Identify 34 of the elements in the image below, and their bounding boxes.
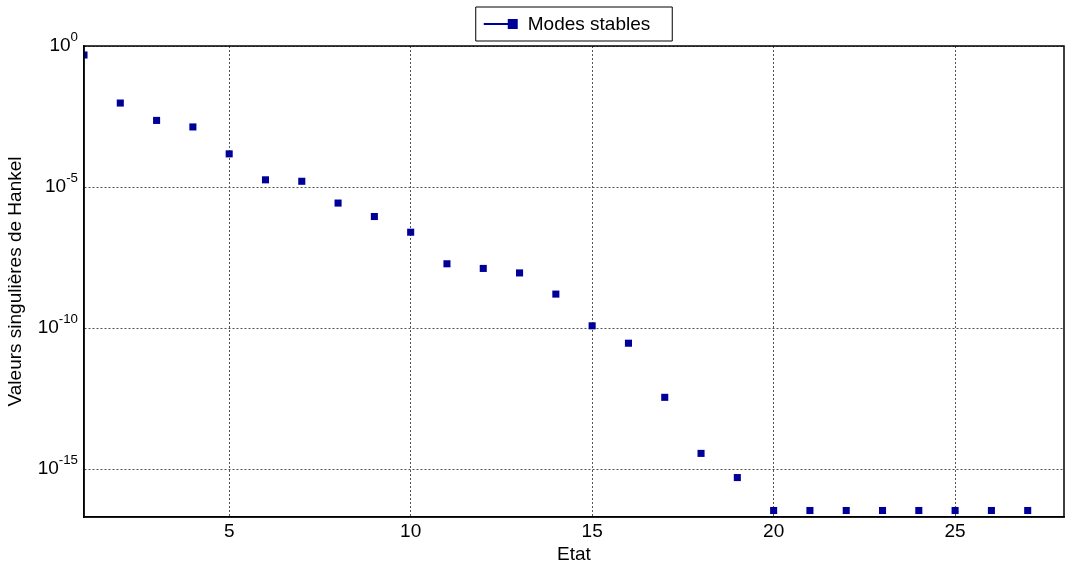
point bbox=[733, 474, 741, 482]
point bbox=[624, 339, 632, 347]
x-tick-label: 15 bbox=[581, 519, 603, 541]
point bbox=[334, 199, 342, 207]
point bbox=[770, 506, 778, 515]
x-tick-label: 25 bbox=[944, 519, 966, 541]
x-tick-label: 20 bbox=[763, 519, 785, 541]
point bbox=[153, 116, 161, 124]
point bbox=[189, 123, 197, 131]
point bbox=[806, 506, 814, 515]
point bbox=[370, 212, 378, 221]
point bbox=[987, 506, 995, 515]
point bbox=[697, 449, 705, 457]
point bbox=[552, 290, 560, 298]
x-axis-title: Etat bbox=[557, 542, 592, 564]
point bbox=[661, 393, 669, 401]
y-axis-title: Valeurs singulières de Hankel bbox=[3, 156, 25, 407]
point bbox=[951, 506, 959, 515]
legend-label: Modes stables bbox=[527, 13, 651, 35]
point bbox=[298, 177, 306, 185]
point bbox=[225, 150, 233, 158]
x-tick-label: 10 bbox=[400, 519, 422, 541]
point bbox=[842, 506, 850, 515]
point bbox=[479, 264, 487, 272]
point bbox=[878, 506, 887, 515]
x-tick-label: 5 bbox=[223, 519, 235, 541]
point bbox=[261, 176, 270, 184]
point bbox=[588, 322, 596, 330]
point bbox=[1024, 506, 1032, 515]
point bbox=[407, 228, 415, 236]
point bbox=[915, 506, 923, 515]
point bbox=[516, 269, 524, 277]
point bbox=[443, 260, 451, 268]
point bbox=[116, 99, 124, 107]
